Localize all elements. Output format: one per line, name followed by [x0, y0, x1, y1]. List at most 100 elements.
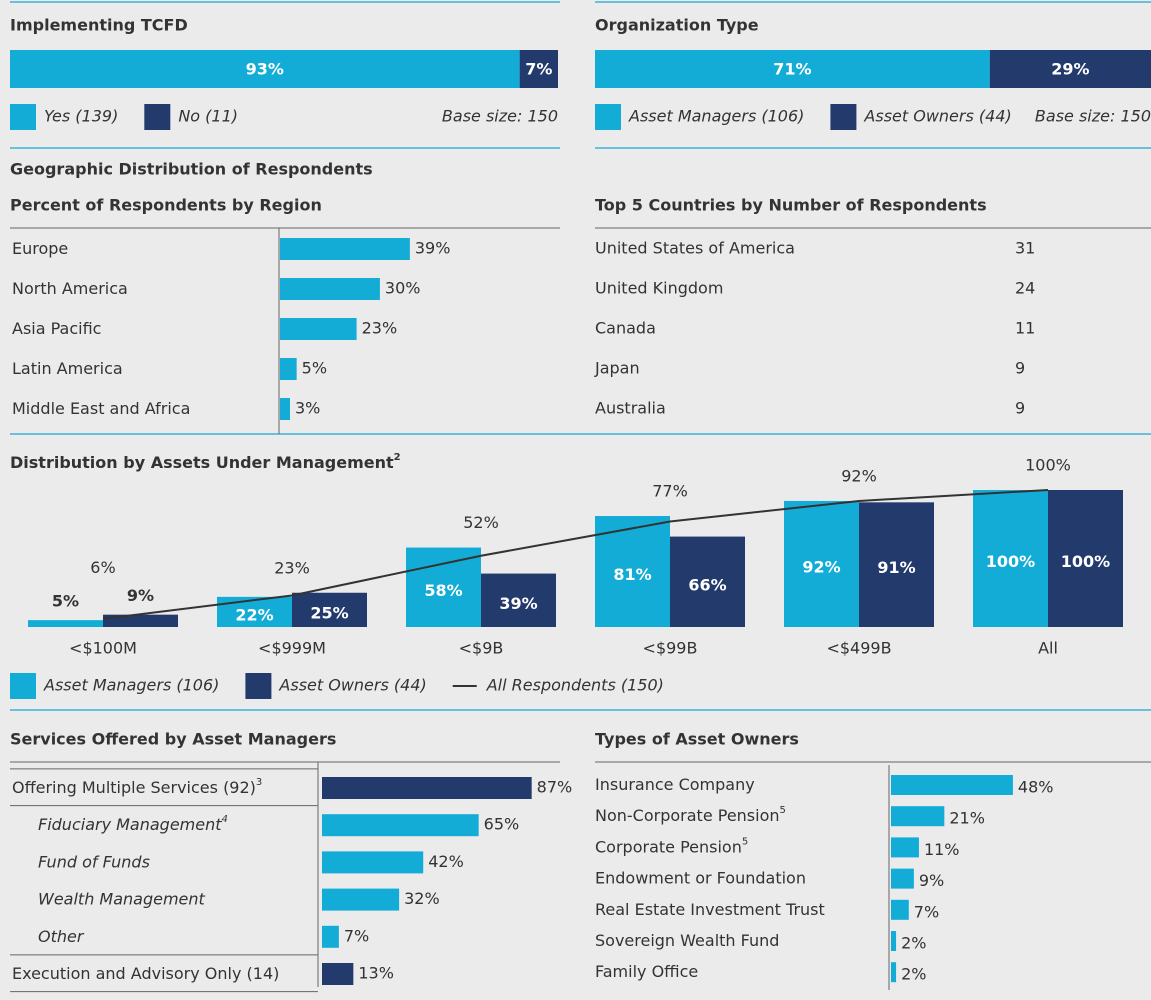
value-label: 22%: [235, 605, 273, 624]
category-text: Fiduciary Management: [38, 815, 222, 834]
category-label: Fiduciary Management4: [38, 814, 228, 834]
category-label: Corporate Pension5: [595, 836, 748, 856]
legend-swatch: [830, 104, 857, 130]
bar: [322, 814, 479, 837]
country-count: 24: [1015, 279, 1035, 298]
category-text: Non-Corporate Pension: [595, 806, 780, 825]
category-text: Execution and Advisory Only (14): [12, 964, 279, 983]
category-label: Real Estate Investment Trust: [595, 899, 825, 918]
line-value-label: 100%: [1025, 456, 1071, 475]
bar-segment: [989, 50, 1151, 88]
bar: [28, 620, 103, 627]
bar-segment: [595, 50, 990, 88]
value-label: 5%: [302, 359, 327, 378]
category-text: Other: [38, 926, 85, 945]
value-label: 100%: [986, 552, 1035, 571]
value-label: 48%: [1018, 778, 1054, 797]
bar: [322, 851, 424, 874]
legend-label: Asset Owners (44): [278, 676, 426, 695]
value-label: 7%: [344, 926, 369, 945]
bar: [103, 614, 178, 627]
chart-title: Organization Type: [595, 16, 759, 35]
bar: [1048, 490, 1123, 627]
value-label: 5%: [52, 592, 79, 611]
category-text: Europe: [12, 239, 68, 258]
bar: [670, 536, 745, 627]
value-label: 25%: [310, 603, 348, 622]
category-text: Offering Multiple Services (92): [12, 778, 256, 797]
chart-title: Percent of Respondents by Region: [10, 196, 322, 215]
category-label: Non-Corporate Pension5: [595, 805, 786, 825]
bar: [322, 777, 532, 799]
x-tick-label: <$100M: [69, 639, 137, 658]
category-label: Latin America: [12, 359, 123, 378]
footnote-mark: 2: [394, 452, 401, 463]
value-label: 13%: [358, 964, 394, 983]
value-label: 7%: [914, 902, 939, 921]
bar: [784, 500, 859, 627]
x-tick-label: <$99B: [643, 639, 698, 658]
legend-label: Yes (139): [44, 107, 118, 126]
bar: [891, 962, 897, 983]
value-label: 39%: [499, 594, 537, 613]
value-label: 2%: [901, 965, 926, 984]
category-label: Execution and Advisory Only (14): [12, 964, 279, 983]
value-label: 66%: [688, 575, 726, 594]
category-text: Fund of Funds: [38, 852, 150, 871]
category-label: Fund of Funds: [38, 852, 150, 871]
footnote-mark: 5: [742, 836, 748, 847]
chart-title: Distribution by Assets Under Management2: [10, 452, 401, 472]
value-label: 65%: [484, 815, 520, 834]
title-text: Distribution by Assets Under Management: [10, 453, 394, 472]
bar: [280, 238, 410, 260]
category-label: Sovereign Wealth Fund: [595, 931, 779, 950]
bar: [322, 888, 400, 911]
line-value-label: 77%: [652, 482, 688, 501]
country-name: Australia: [595, 399, 666, 418]
value-label: 93%: [246, 60, 284, 79]
category-text: Middle East and Africa: [12, 399, 190, 418]
bar: [891, 837, 919, 858]
legend-swatch: [245, 673, 272, 699]
value-label: 9%: [127, 586, 154, 605]
value-label: 100%: [1061, 552, 1110, 571]
category-text: Sovereign Wealth Fund: [595, 931, 779, 950]
legend-label: All Respondents (150): [486, 676, 664, 695]
bar: [322, 925, 339, 948]
value-label: 3%: [295, 399, 320, 418]
bar: [292, 592, 367, 627]
category-text: North America: [12, 279, 128, 298]
line: [102, 489, 1049, 620]
bar: [322, 963, 354, 985]
bar: [481, 573, 556, 627]
bar: [891, 806, 945, 827]
value-label: 9%: [919, 871, 944, 890]
category-text: Endowment or Foundation: [595, 868, 806, 887]
category-label: Endowment or Foundation: [595, 868, 806, 887]
base-size-note: Base size: 150: [1035, 107, 1151, 126]
line-value-label: 23%: [274, 558, 310, 577]
value-label: 11%: [924, 840, 960, 859]
legend-swatch: [144, 104, 171, 130]
bar: [406, 547, 481, 627]
chart-title: Implementing TCFD: [10, 16, 188, 35]
bar: [280, 358, 297, 380]
value-label: 92%: [802, 557, 840, 576]
bar: [891, 931, 897, 951]
value-label: 81%: [613, 565, 651, 584]
value-label: 42%: [428, 852, 464, 871]
bar: [280, 398, 290, 420]
value-label: 21%: [949, 809, 985, 828]
value-label: 91%: [877, 558, 915, 577]
country-count: 9: [1015, 359, 1025, 378]
category-label: Family Office: [595, 962, 698, 981]
category-label: Insurance Company: [595, 775, 755, 794]
bar: [280, 318, 357, 340]
footnote-mark: 4: [222, 814, 228, 825]
value-label: 32%: [404, 889, 440, 908]
value-label: 30%: [385, 279, 421, 298]
legend-swatch: [595, 104, 621, 130]
x-tick-label: <$9B: [459, 639, 504, 658]
